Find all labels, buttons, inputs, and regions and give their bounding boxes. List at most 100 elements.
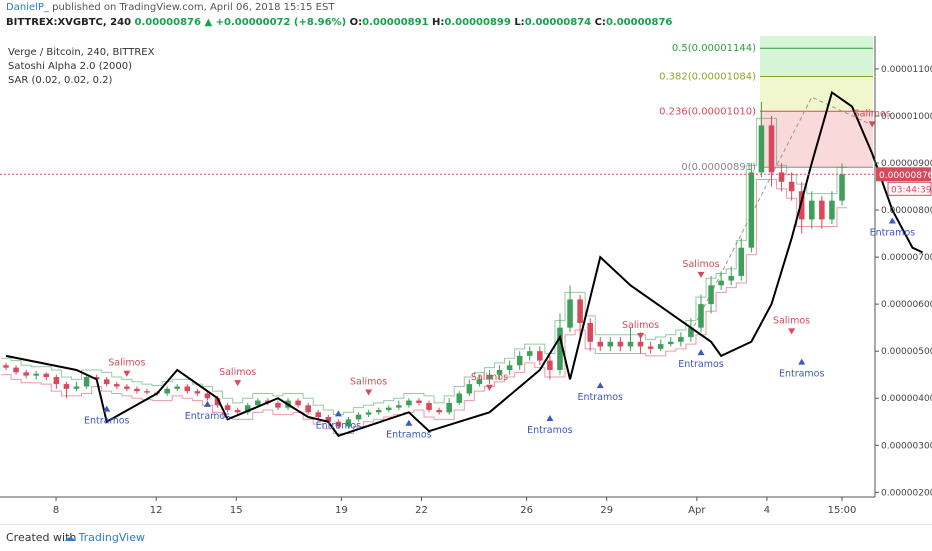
candle-body-8 xyxy=(83,377,90,387)
last-price-label: 0.00000876 xyxy=(879,171,932,181)
candle-body-3 xyxy=(33,373,39,376)
candle-body-43 xyxy=(436,409,442,413)
candle-body-49 xyxy=(496,369,503,375)
entramos-label-3: Entramos xyxy=(386,430,432,441)
y-tick-label-4: 0.00000700 xyxy=(881,253,932,263)
salimos-label-5: Salimos xyxy=(682,259,719,270)
trend-line[interactable] xyxy=(5,90,924,438)
candle-body-60 xyxy=(607,341,614,347)
price-chart[interactable]: 0.5(0.00001144) 0.382(0.00001084) 0.236(0.… xyxy=(0,0,932,524)
candle-body-32 xyxy=(325,417,332,422)
candle-body-4 xyxy=(43,373,50,378)
candle-body-79 xyxy=(798,191,805,220)
salimos-arrow-icon-1 xyxy=(234,380,242,387)
candle-body-64 xyxy=(647,346,654,349)
x-tick-label-9: 15:00 xyxy=(828,505,857,516)
low-value: 0.00000874 xyxy=(524,17,592,28)
fib-label-2: 0.236(0.00001010) xyxy=(659,106,756,117)
candle-body-42 xyxy=(426,402,432,410)
symbol-text: BITTREX:XVGBTC, 240 xyxy=(6,17,132,28)
brand-text: TradingView xyxy=(78,531,145,544)
last-price-badge xyxy=(876,167,931,182)
entramos-label-8: Entramos xyxy=(870,227,916,238)
candle-body-77 xyxy=(778,172,785,182)
candle-body-56 xyxy=(567,299,573,328)
candle-body-73 xyxy=(738,247,745,276)
x-tick-label-7: Apr xyxy=(688,505,706,516)
plot-area[interactable] xyxy=(0,36,875,497)
entramos-arrow-icon-5 xyxy=(596,382,604,389)
salimos-label-0: Salimos xyxy=(108,358,145,369)
created-with-text: Created with xyxy=(6,531,77,544)
change-text: +0.00000072 (+8.96%) xyxy=(215,17,347,28)
candle-body-7 xyxy=(73,386,80,389)
fib-label-0: 0.5(0.00001144) xyxy=(672,43,756,54)
candle-body-39 xyxy=(396,405,402,408)
candle-body-59 xyxy=(597,341,604,347)
x-tick-label-6: 29 xyxy=(600,505,613,516)
candle-body-70 xyxy=(708,285,714,305)
entramos-label-7: Entramos xyxy=(779,369,825,380)
fib-zone-green xyxy=(760,36,873,77)
candle-body-71 xyxy=(718,280,724,286)
entramos-label-6: Entramos xyxy=(678,359,724,370)
x-tick-label-3: 19 xyxy=(335,505,348,516)
entramos-label-0: Entramos xyxy=(84,416,130,427)
salimos-label-7: Salimos xyxy=(854,108,891,119)
entramos-arrow-icon-7 xyxy=(798,358,806,365)
fib-zone-yellow xyxy=(760,76,873,112)
legend-line-symbol: Verge / Bitcoin, 240, BITTREX xyxy=(8,47,155,58)
candle-body-10 xyxy=(103,379,110,385)
candle-body-48 xyxy=(486,374,493,380)
candle-body-38 xyxy=(385,407,392,410)
candle-body-76 xyxy=(768,125,775,173)
legend-line-indicator: Satoshi Alpha 2.0 (2000) xyxy=(8,61,132,72)
entramos-label-2: Entramos xyxy=(316,420,362,431)
candle-body-52 xyxy=(526,351,533,356)
tradingview-logo-icon[interactable]: ☁ TradingView xyxy=(64,531,145,544)
salimos-arrow-icon-7 xyxy=(868,121,876,128)
entramos-arrow-icon-6 xyxy=(697,349,705,356)
x-tick-label-2: 15 xyxy=(230,505,243,516)
candle-body-57 xyxy=(577,299,583,323)
candle-body-17 xyxy=(174,386,180,389)
x-tick-label-0: 8 xyxy=(53,505,59,516)
salimos-label-1: Salimos xyxy=(219,367,256,378)
candle-body-82 xyxy=(829,200,835,220)
x-tick-label-5: 26 xyxy=(520,505,533,516)
candle-body-33 xyxy=(335,421,342,427)
candle-body-34 xyxy=(345,419,352,427)
high-label: H: xyxy=(432,17,445,28)
candle-body-67 xyxy=(678,337,684,342)
candle-body-72 xyxy=(728,275,734,281)
candle-body-83 xyxy=(839,174,845,201)
candle-body-50 xyxy=(506,365,513,370)
candle-body-1 xyxy=(13,367,19,373)
candle-body-69 xyxy=(698,304,704,328)
author-link[interactable]: DanielP_ xyxy=(6,2,49,13)
entramos-label-5: Entramos xyxy=(578,392,624,403)
entramos-arrow-icon-0 xyxy=(103,405,111,412)
candle-body-5 xyxy=(53,377,60,385)
candle-body-2 xyxy=(23,372,29,376)
candle-body-36 xyxy=(365,412,372,415)
candle-body-47 xyxy=(476,379,483,385)
candle-body-75 xyxy=(758,125,765,173)
candle-body-78 xyxy=(788,181,795,192)
candle-body-23 xyxy=(234,409,241,413)
candle-body-13 xyxy=(134,388,140,392)
entramos-arrow-icon-2 xyxy=(334,410,342,417)
candle-body-16 xyxy=(164,388,170,394)
countdown-badge xyxy=(887,181,932,196)
y-tick-label-5: 0.00000600 xyxy=(881,300,932,310)
symbol-line: BITTREX:XVGBTC, 240 0.00000876 ▲ +0.0000… xyxy=(6,17,672,28)
candle-body-80 xyxy=(809,200,815,220)
salimos-label-6: Salimos xyxy=(773,315,810,326)
salimos-label-2: Salimos xyxy=(350,377,387,388)
candle-body-20 xyxy=(204,393,211,399)
candle-body-6 xyxy=(63,384,70,389)
candle-body-27 xyxy=(275,402,281,408)
x-tick-label-8: 4 xyxy=(764,505,770,516)
low-label: L: xyxy=(514,17,525,28)
countdown-label: 03:44:39 xyxy=(891,185,932,195)
